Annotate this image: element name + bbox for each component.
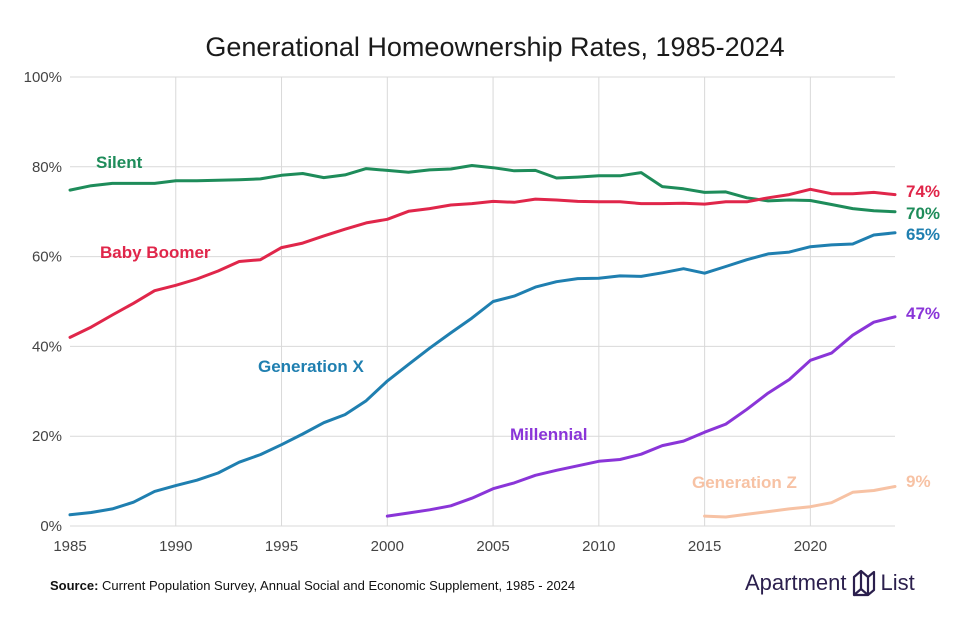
x-tick-label: 2000 xyxy=(371,538,404,555)
series-line-baby-boomer xyxy=(68,187,897,339)
y-axis-ticks: 0% 20% 40% 60% 80% 100% xyxy=(24,69,62,535)
series-label-baby-boomer: Baby Boomer xyxy=(100,243,211,262)
series-label-generation-x: Generation X xyxy=(258,357,364,376)
series-line-generation-z xyxy=(703,485,897,519)
series-label-generation-z: Generation Z xyxy=(692,473,797,492)
logo-text-right: List xyxy=(880,570,915,595)
x-tick-label: 2010 xyxy=(582,538,615,555)
series-label-millennial: Millennial xyxy=(510,425,587,444)
y-tick-label: 60% xyxy=(32,249,62,266)
y-tick-label: 100% xyxy=(24,69,62,86)
y-tick-label: 80% xyxy=(32,159,62,176)
x-tick-label: 2015 xyxy=(688,538,721,555)
chart-title: Generational Homeownership Rates, 1985-2… xyxy=(205,32,784,62)
series-line-generation-x xyxy=(68,231,897,517)
x-tick-label: 1985 xyxy=(53,538,86,555)
source-label: Source: xyxy=(50,578,99,593)
apartment-list-logo: Apartment List xyxy=(745,568,915,598)
end-value-millennial: 47% xyxy=(906,304,940,323)
series-line-silent xyxy=(68,164,897,214)
y-tick-label: 20% xyxy=(32,428,62,445)
y-tick-label: 0% xyxy=(40,518,62,535)
series-group xyxy=(68,164,897,519)
end-value-silent: 70% xyxy=(906,204,940,223)
x-tick-label: 1990 xyxy=(159,538,192,555)
building-logo-icon xyxy=(852,569,875,597)
x-tick-label: 2020 xyxy=(794,538,827,555)
series-labels: Silent 70% Baby Boomer 74% Generation X 65% Mi… xyxy=(96,153,940,492)
source-text: Current Population Survey, Annual Social… xyxy=(102,578,576,593)
series-label-silent: Silent xyxy=(96,153,143,172)
end-value-baby-boomer: 74% xyxy=(906,182,940,201)
x-tick-label: 2005 xyxy=(476,538,509,555)
y-tick-label: 40% xyxy=(32,338,62,355)
series-line-millennial xyxy=(385,315,897,518)
logo-text-left: Apartment xyxy=(745,570,847,595)
end-value-generation-x: 65% xyxy=(906,225,940,244)
x-axis-ticks: 1985 1990 1995 2000 2005 2010 2015 2020 xyxy=(53,538,827,555)
end-value-generation-z: 9% xyxy=(906,472,931,491)
source-footer: Source: Current Population Survey, Annua… xyxy=(50,578,575,593)
grid-lines xyxy=(70,76,895,526)
x-tick-label: 1995 xyxy=(265,538,298,555)
